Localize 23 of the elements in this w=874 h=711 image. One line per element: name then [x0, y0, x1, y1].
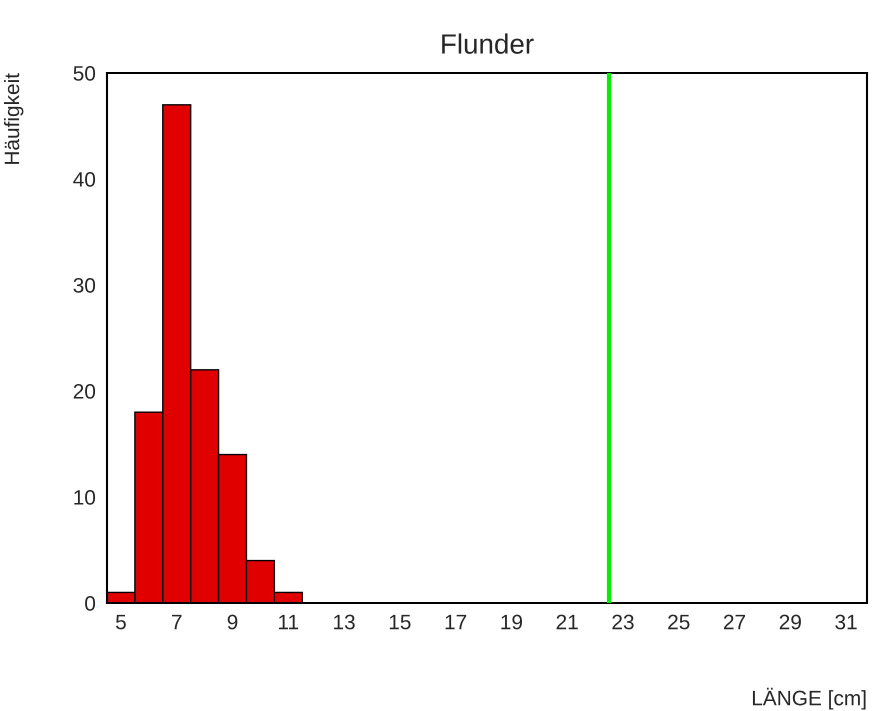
chart-title: Flunder — [442, 33, 534, 54]
x-tick-label: 5 — [116, 614, 126, 630]
y-tick-label: 30 — [74, 278, 96, 293]
x-axis-title: LÄNGE [cm] — [752, 688, 866, 710]
y-tick-label: 20 — [74, 384, 96, 399]
y-tick-label: 0 — [85, 596, 96, 611]
y-tick-label: 50 — [74, 66, 96, 81]
x-tick-label: 9 — [228, 614, 238, 630]
x-tick-label: 23 — [612, 614, 634, 630]
x-tick-label: 25 — [668, 614, 690, 630]
y-tick-label: 10 — [74, 490, 96, 505]
x-tick-label: 19 — [501, 614, 522, 630]
x-tick-label: 31 — [835, 614, 857, 630]
y-axis-title: Häufigkeit — [4, 73, 24, 164]
x-tick-label: 7 — [172, 614, 182, 630]
x-tick-label: 27 — [724, 614, 746, 630]
x-tick-label: 29 — [780, 614, 801, 630]
x-tick-label: 11 — [279, 614, 298, 630]
x-tick-label: 21 — [556, 614, 578, 630]
x-tick-label: 15 — [390, 614, 411, 630]
x-tick-label: 17 — [446, 614, 466, 630]
y-tick-label: 40 — [73, 172, 96, 187]
x-tick-label: 13 — [334, 614, 355, 630]
